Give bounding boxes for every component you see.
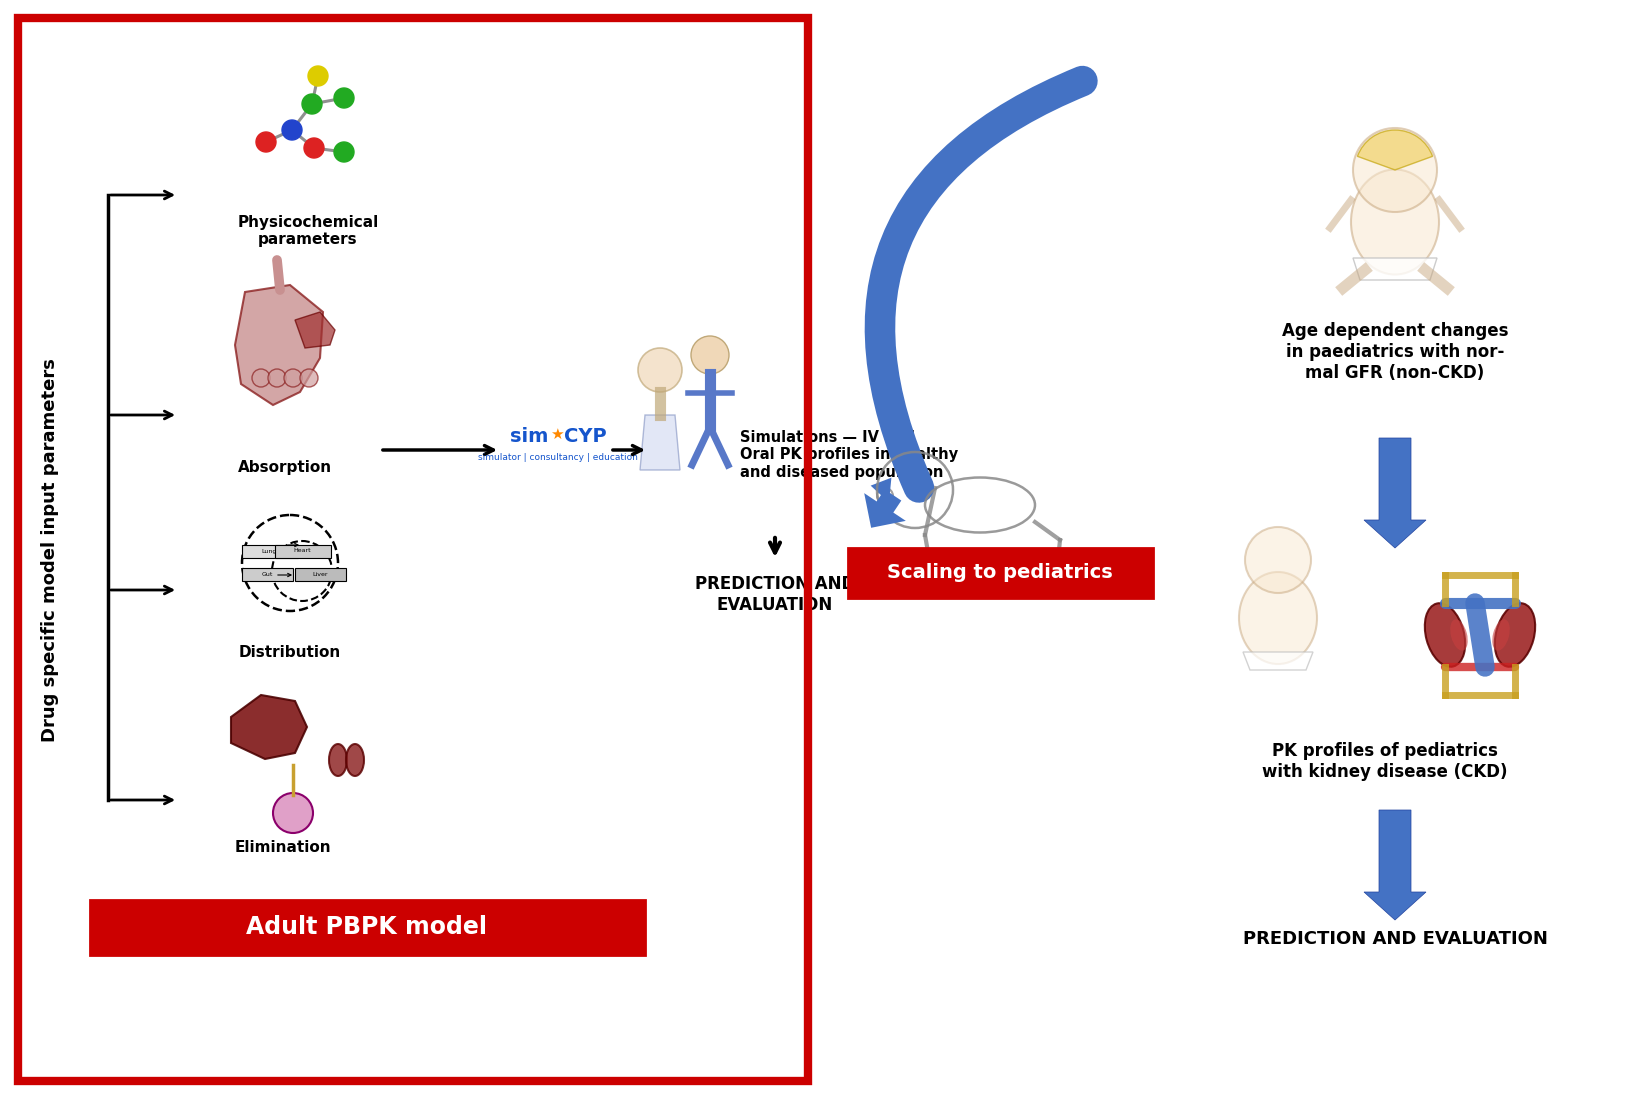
Text: Adult PBPK model: Adult PBPK model <box>246 915 487 939</box>
FancyBboxPatch shape <box>89 900 644 955</box>
Text: ★: ★ <box>550 427 563 441</box>
Ellipse shape <box>1492 619 1510 650</box>
Circle shape <box>282 120 302 140</box>
Circle shape <box>307 66 329 86</box>
Circle shape <box>334 142 354 162</box>
Text: simulator | consultancy | education: simulator | consultancy | education <box>477 453 638 462</box>
Circle shape <box>301 368 317 387</box>
Circle shape <box>304 138 324 158</box>
FancyArrow shape <box>1365 810 1426 920</box>
Ellipse shape <box>1239 572 1317 664</box>
Text: Gut: Gut <box>261 572 273 576</box>
Ellipse shape <box>1424 603 1465 667</box>
Text: Physicochemical
parameters: Physicochemical parameters <box>238 214 378 248</box>
FancyBboxPatch shape <box>241 568 292 581</box>
Polygon shape <box>1353 258 1437 280</box>
Text: Liver: Liver <box>312 572 327 576</box>
Text: sim: sim <box>509 428 548 447</box>
Circle shape <box>691 336 729 374</box>
Text: PREDICTION AND
EVALUATION: PREDICTION AND EVALUATION <box>695 575 856 614</box>
Text: Heart: Heart <box>294 549 311 553</box>
Polygon shape <box>639 415 681 470</box>
Bar <box>18 18 808 1081</box>
Text: PREDICTION AND EVALUATION: PREDICTION AND EVALUATION <box>1242 930 1548 948</box>
FancyBboxPatch shape <box>274 544 330 558</box>
Text: Distribution: Distribution <box>240 645 340 660</box>
Text: Elimination: Elimination <box>235 840 332 855</box>
FancyBboxPatch shape <box>847 548 1153 598</box>
Text: Age dependent changes
in paediatrics with nor-
mal GFR (non-CKD): Age dependent changes in paediatrics wit… <box>1282 322 1508 382</box>
Text: CYP: CYP <box>563 428 606 447</box>
Ellipse shape <box>329 744 347 775</box>
Circle shape <box>284 368 302 387</box>
Ellipse shape <box>345 744 363 775</box>
Circle shape <box>268 368 286 387</box>
Polygon shape <box>1242 652 1313 670</box>
Text: PK profiles of pediatrics
with kidney disease (CKD): PK profiles of pediatrics with kidney di… <box>1262 742 1508 781</box>
Wedge shape <box>1358 130 1432 170</box>
Polygon shape <box>235 285 324 405</box>
Circle shape <box>302 94 322 114</box>
Ellipse shape <box>1351 169 1439 275</box>
Circle shape <box>1246 527 1312 593</box>
Ellipse shape <box>1495 603 1535 667</box>
Text: Drug specific model input parameters: Drug specific model input parameters <box>41 359 59 741</box>
Circle shape <box>638 348 682 392</box>
Polygon shape <box>296 312 335 348</box>
FancyArrow shape <box>1365 438 1426 548</box>
Circle shape <box>253 368 269 387</box>
Text: Scaling to pediatrics: Scaling to pediatrics <box>887 563 1113 583</box>
Circle shape <box>273 793 312 833</box>
Polygon shape <box>231 695 307 759</box>
Circle shape <box>1353 128 1437 212</box>
FancyBboxPatch shape <box>294 568 345 581</box>
FancyBboxPatch shape <box>241 544 297 558</box>
Text: Simulations — IV and
Oral PK profiles in healthy
and diseased population: Simulations — IV and Oral PK profiles in… <box>740 430 958 480</box>
Circle shape <box>334 88 354 108</box>
Circle shape <box>256 132 276 152</box>
Ellipse shape <box>1450 619 1467 650</box>
Text: Lung: Lung <box>261 549 278 553</box>
Text: Absorption: Absorption <box>238 460 332 475</box>
FancyArrow shape <box>864 490 905 528</box>
